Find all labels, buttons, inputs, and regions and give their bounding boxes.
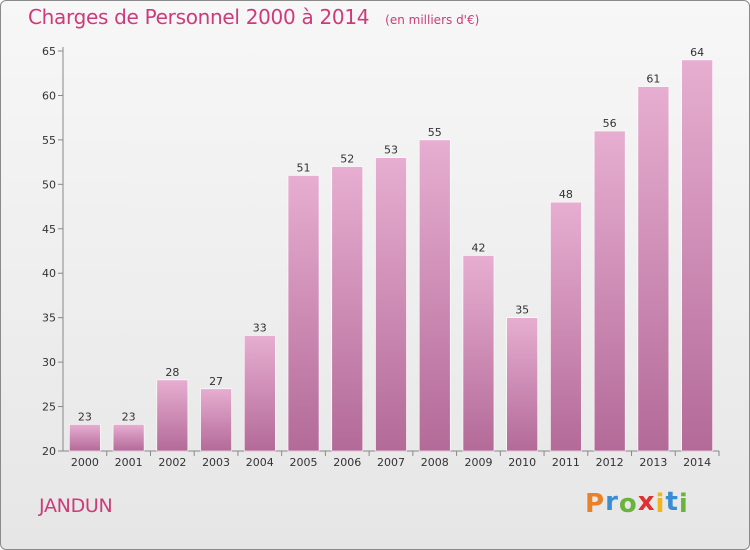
- bar: [69, 424, 101, 452]
- bar: [418, 139, 451, 452]
- logo-letter: i: [678, 489, 689, 519]
- y-tick-label: 65: [42, 45, 56, 58]
- bar: [200, 388, 232, 452]
- x-tick-label: 2009: [464, 456, 492, 469]
- y-tick-label: 25: [42, 401, 56, 414]
- logo-letter: o: [618, 489, 638, 519]
- chart-title-block: Charges de Personnel 2000 à 2014 (en mill…: [28, 5, 479, 29]
- x-tick-label: 2013: [639, 456, 667, 469]
- bar: [681, 59, 713, 452]
- y-tick-label: 50: [42, 178, 56, 191]
- bar: [244, 335, 276, 452]
- y-tick-label: 30: [42, 356, 56, 369]
- y-tick-label: 60: [42, 89, 56, 102]
- chart-title: Charges de Personnel 2000 à 2014: [28, 5, 370, 29]
- x-tick-label: 2010: [508, 456, 536, 469]
- x-tick-label: 2001: [115, 456, 143, 469]
- y-tick-label: 40: [42, 267, 56, 280]
- data-label: 48: [559, 188, 573, 201]
- x-tick-label: 2005: [290, 456, 318, 469]
- x-tick-label: 2014: [683, 456, 711, 469]
- data-label: 51: [297, 161, 311, 174]
- logo-letter: P: [585, 489, 606, 519]
- data-label: 56: [603, 117, 617, 130]
- x-tick-label: 2002: [158, 456, 186, 469]
- bar: [287, 175, 320, 452]
- logo-letter: r: [605, 487, 619, 517]
- logo-letter: t: [665, 487, 679, 517]
- data-label: 27: [209, 375, 223, 388]
- data-label: 42: [471, 241, 485, 254]
- y-tick-label: 55: [42, 134, 56, 147]
- axes: 20 25 30 35 40 45 50 55 60 65 2000 2001 2002 2003 2004…: [42, 45, 720, 469]
- logo-letter: i: [655, 489, 666, 519]
- data-labels: 23 23 28 27 33 51 52 53 55 42 35 48 56 61 64: [78, 46, 704, 423]
- bar: [593, 130, 626, 452]
- data-label: 23: [122, 410, 136, 423]
- data-label: 28: [165, 366, 179, 379]
- bar: [637, 86, 670, 452]
- logo-letter: x: [637, 487, 656, 517]
- bars: [69, 59, 713, 452]
- x-tick-label: 2000: [71, 456, 99, 469]
- x-tick-label: 2004: [246, 456, 274, 469]
- x-tick-label: 2003: [202, 456, 230, 469]
- chart-subtitle: (en milliers d'€): [385, 13, 480, 27]
- data-label: 53: [384, 144, 398, 157]
- data-label: 52: [340, 153, 354, 166]
- data-label: 61: [646, 73, 660, 86]
- x-tick-label: 2006: [333, 456, 361, 469]
- proxiti-logo: Proxiti: [585, 487, 689, 519]
- data-label: 64: [690, 46, 704, 59]
- x-tick-label: 2008: [421, 456, 449, 469]
- data-label: 55: [428, 126, 442, 139]
- bar: [506, 317, 539, 452]
- bar: [462, 255, 495, 452]
- data-label: 33: [253, 321, 267, 334]
- commune-name: JANDUN: [39, 495, 113, 517]
- data-label: 23: [78, 410, 92, 423]
- y-tick-label: 35: [42, 312, 56, 325]
- bar: [156, 379, 189, 452]
- x-tick-label: 2011: [552, 456, 580, 469]
- bar: [550, 201, 582, 452]
- y-tick-label: 20: [42, 445, 56, 458]
- x-tick-label: 2012: [596, 456, 624, 469]
- data-label: 35: [515, 304, 529, 317]
- y-tick-label: 45: [42, 223, 56, 236]
- x-tick-label: 2007: [377, 456, 405, 469]
- bar: [112, 424, 145, 452]
- bar: [331, 166, 364, 452]
- bar: [375, 157, 407, 452]
